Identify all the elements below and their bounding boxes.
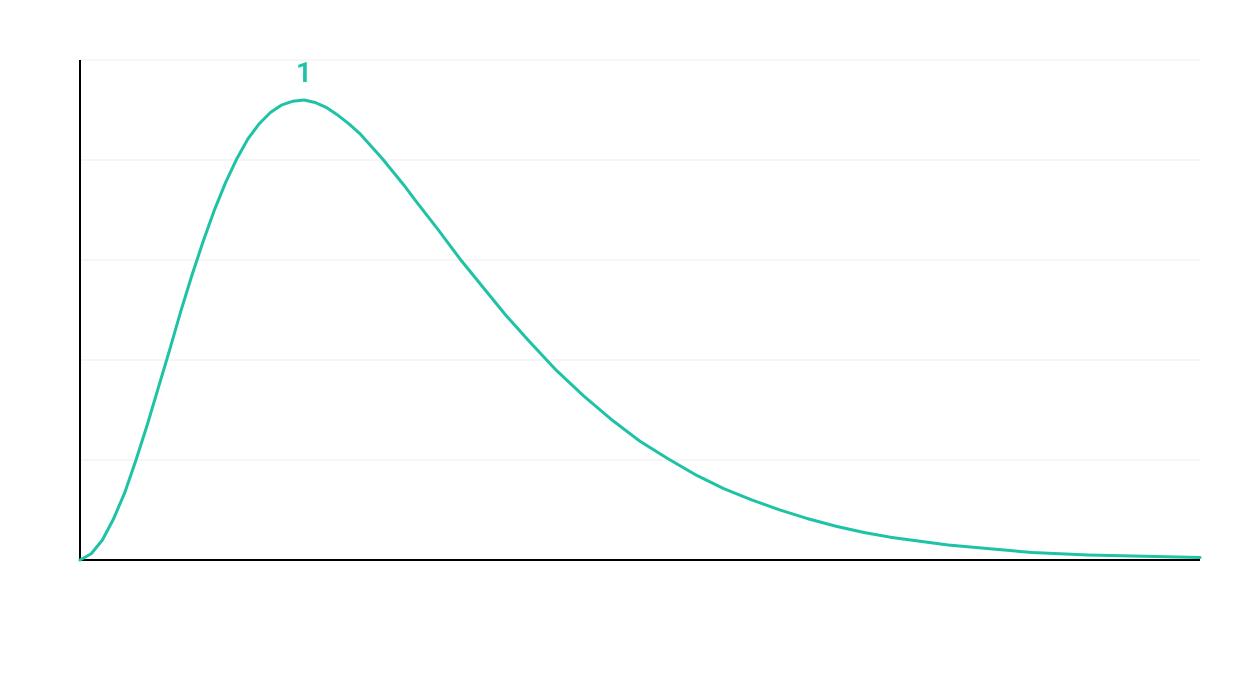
curve-labels: 1 — [296, 56, 312, 89]
chart-svg: 1 — [0, 0, 1244, 674]
grid-lines — [80, 60, 1200, 460]
curve-series-1 — [80, 100, 1200, 560]
axes — [80, 60, 1200, 560]
curve-path — [80, 100, 1200, 560]
chart-container: 1 — [0, 0, 1244, 674]
curve-label: 1 — [296, 56, 312, 89]
